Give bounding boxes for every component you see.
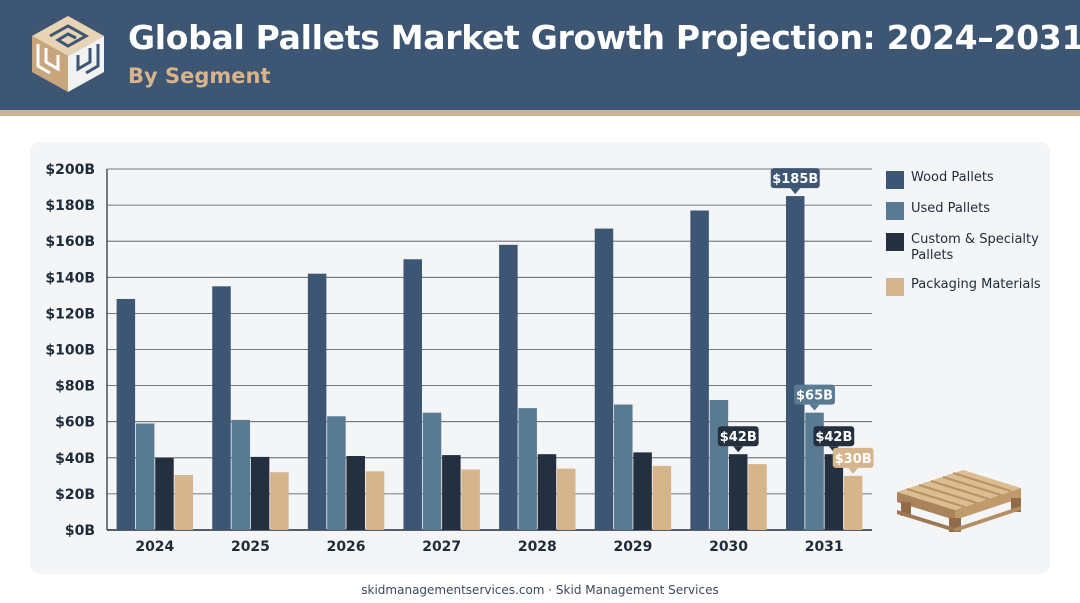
y-tick-label: $60B: [55, 415, 95, 431]
bar: [135, 423, 155, 530]
data-label: $42B: [815, 430, 852, 445]
bar: [633, 452, 652, 530]
bar: [307, 273, 327, 530]
data-label: $42B: [720, 430, 757, 445]
callout-pointer: [733, 446, 744, 453]
legend-label: Packaging Materials: [911, 277, 1041, 292]
bar: [785, 196, 805, 530]
y-tick-label: $180B: [45, 198, 95, 214]
bar: [346, 455, 365, 530]
bar: [843, 475, 863, 530]
page-title: Global Pallets Market Growth Projection:…: [128, 18, 1080, 57]
chart-legend: Wood Pallets Used Pallets Custom & Special…: [886, 170, 1066, 308]
legend-swatch: [886, 171, 904, 189]
x-tick-label: 2029: [613, 539, 652, 555]
bar: [403, 259, 422, 530]
bar: [442, 455, 461, 530]
bar: [422, 412, 442, 530]
bar: [212, 286, 231, 530]
callout-pointer: [848, 467, 859, 474]
x-tick-label: 2027: [422, 539, 461, 555]
bar: [709, 400, 729, 530]
bar: [250, 456, 270, 530]
bar: [748, 464, 767, 530]
legend-item: Packaging Materials: [886, 277, 1066, 296]
legend-label: Wood Pallets: [911, 170, 994, 185]
x-tick-label: 2024: [135, 539, 174, 555]
callout-bubble: [832, 447, 874, 468]
y-tick-label: $100B: [45, 343, 95, 359]
x-tick-label: 2030: [709, 539, 748, 555]
bar: [614, 404, 633, 530]
bar: [557, 468, 576, 530]
bar: [652, 465, 672, 530]
header-bar: Global Pallets Market Growth Projection:…: [0, 0, 1080, 110]
x-tick-label: 2028: [518, 539, 557, 555]
x-tick-label: 2026: [327, 539, 366, 555]
bar: [690, 210, 709, 530]
data-label: $65B: [796, 389, 833, 404]
footer-credit: skidmanagementservices.com · Skid Manage…: [361, 583, 719, 597]
legend-item: Custom & Specialty Pallets: [886, 232, 1066, 264]
bar: [518, 408, 537, 530]
y-tick-label: $160B: [45, 234, 95, 250]
bar: [174, 474, 194, 530]
callout-bubble: [770, 168, 820, 189]
bar: [728, 454, 748, 530]
bar: [824, 454, 844, 530]
data-label: $30B: [835, 452, 872, 467]
y-tick-label: $80B: [55, 379, 95, 395]
legend-swatch: [886, 202, 904, 220]
legend-item: Used Pallets: [886, 201, 1066, 220]
bar: [327, 416, 346, 530]
bar-chart: $0B $20B $40B $60B $80B $100B $120B $140B $160B $…: [45, 162, 874, 555]
legend-swatch: [886, 278, 904, 296]
bar: [537, 454, 557, 530]
y-tick-label: $200B: [45, 162, 95, 178]
header-stripe: [0, 110, 1080, 116]
bar: [365, 471, 385, 530]
y-tick-label: $40B: [55, 451, 95, 467]
callout-bubble: [813, 426, 855, 447]
bar: [231, 419, 251, 530]
bar: [461, 469, 480, 530]
legend-label: Custom & Specialty Pallets: [911, 232, 1039, 263]
bar: [155, 457, 174, 530]
page-subtitle: By Segment: [128, 64, 271, 88]
y-tick-label: $20B: [55, 487, 95, 503]
x-tick-label: 2031: [805, 539, 844, 555]
callout-pointer: [809, 404, 820, 411]
legend-label: Used Pallets: [911, 201, 990, 216]
y-tick-label: $0B: [65, 523, 95, 539]
legend-item: Wood Pallets: [886, 170, 1066, 189]
bar: [499, 244, 518, 530]
bar: [270, 472, 289, 530]
y-tick-label: $140B: [45, 270, 95, 286]
data-label: $185B: [772, 172, 818, 187]
callout-bubble: [717, 426, 759, 447]
x-tick-label: 2025: [231, 539, 270, 555]
wooden-pallet-icon: [897, 470, 1021, 532]
maze-cube-logo-icon: [32, 16, 104, 92]
y-tick-label: $120B: [45, 306, 95, 322]
callout-bubble: [794, 384, 835, 405]
legend-swatch: [886, 233, 904, 251]
bar: [594, 228, 614, 530]
bar: [116, 298, 136, 530]
callout-pointer: [790, 188, 801, 195]
